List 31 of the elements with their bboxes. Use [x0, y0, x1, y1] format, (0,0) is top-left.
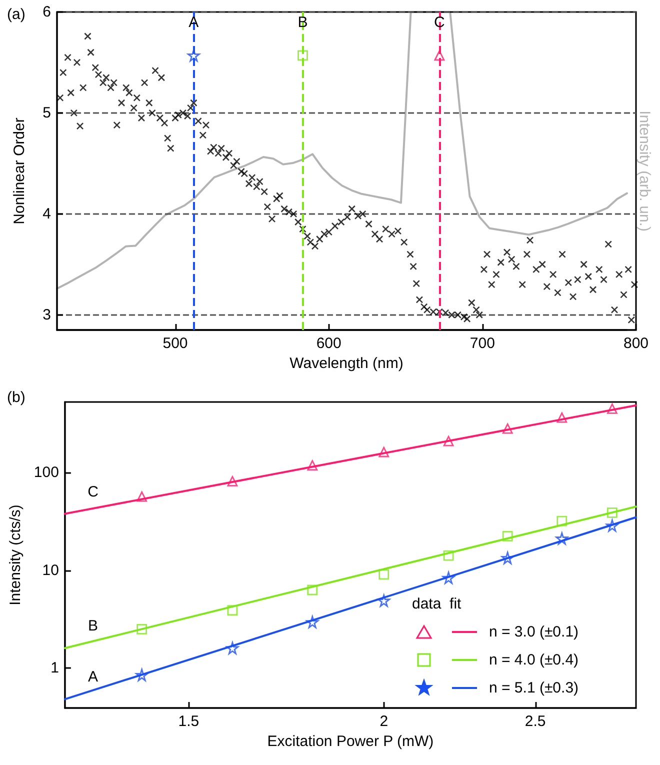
x-axis-title: Excitation Power P (mW): [267, 732, 434, 750]
x-tick-label: 1.5: [178, 713, 200, 730]
y-tick-label: 4: [42, 205, 51, 222]
ref-line-label: C: [434, 14, 445, 31]
y-tick-label: 1: [50, 660, 59, 677]
annotation: A: [88, 668, 98, 686]
annotation: B: [88, 618, 98, 635]
ref-line-label: B: [298, 14, 308, 31]
x-tick-label: 2: [380, 713, 388, 730]
x-tick-label: 800: [623, 335, 649, 352]
ref-line-label: A: [188, 14, 199, 31]
x-tick-label: 500: [162, 335, 188, 352]
legend-label: n = 3.0 (±0.1): [489, 624, 579, 640]
legend-title: data fit: [412, 596, 462, 612]
x-tick-label: 600: [316, 335, 342, 352]
x-axis-title: Wavelength (nm): [290, 354, 404, 372]
chart-title: (b): [7, 389, 26, 406]
x-tick-label: 2.5: [524, 713, 546, 730]
legend-label: n = 4.0 (±0.4): [489, 652, 579, 668]
y-axis-title: Intensity (cts/s): [7, 504, 24, 606]
annotation: C: [88, 483, 99, 500]
y-tick-label: 6: [42, 4, 51, 20]
y-axis-title: Nonlinear Order: [11, 118, 28, 224]
y-tick-label: 3: [42, 306, 51, 324]
legend-label: n = 5.1 (±0.3): [489, 680, 579, 696]
y-tick-label: 5: [42, 104, 51, 122]
chart-title: (a): [7, 6, 26, 23]
y-tick-label: 10: [42, 562, 59, 579]
y-axis-title: Intensity (arb. un.): [636, 110, 653, 232]
x-tick-label: 700: [470, 335, 495, 352]
y-tick-label: 100: [34, 464, 59, 482]
